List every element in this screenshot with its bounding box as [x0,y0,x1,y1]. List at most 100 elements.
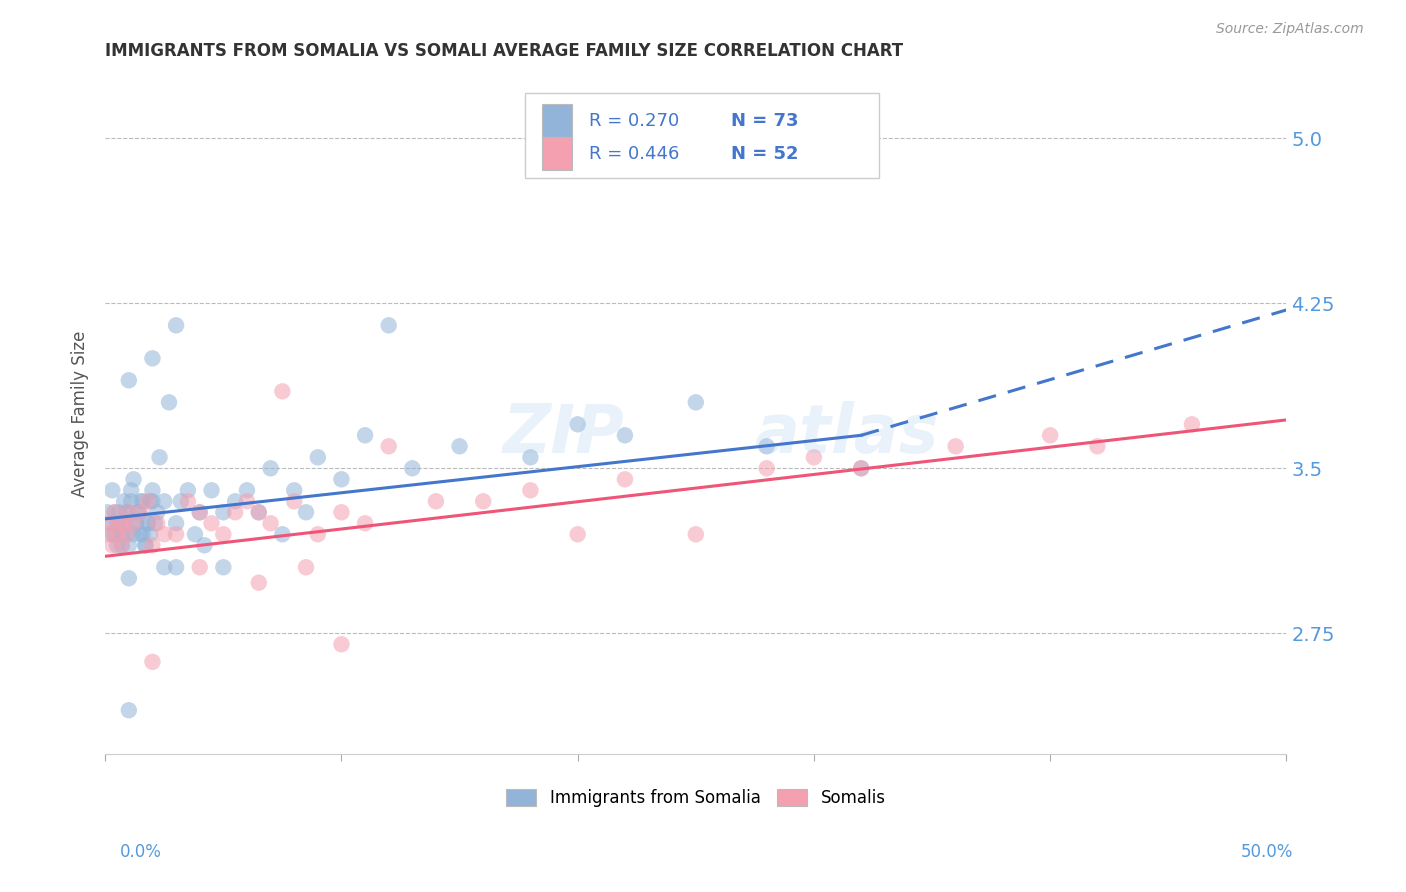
Point [97,505,120,519]
Point [271,384,294,399]
Point [567,527,589,541]
Point [212,505,235,519]
Point [200,516,222,531]
Point [613,428,636,442]
Point [354,516,377,531]
Point [115,505,138,519]
Point [283,494,305,508]
Point [127,505,149,519]
Point [354,428,377,442]
Point [146,505,169,519]
Point [247,575,270,590]
Point [112,516,135,531]
Point [849,461,872,475]
Point [224,494,246,508]
Point [139,527,162,541]
Point [115,527,138,541]
Point [259,516,281,531]
Point [139,494,162,508]
Point [170,494,193,508]
Point [136,494,159,508]
FancyBboxPatch shape [524,93,879,178]
Point [134,538,156,552]
Point [188,505,211,519]
Point [425,494,447,508]
Point [108,505,131,519]
Point [104,505,127,519]
Point [377,318,399,333]
Point [101,538,124,552]
Point [330,637,353,651]
Point [136,516,159,531]
Point [120,483,142,498]
Point [129,527,152,541]
Point [104,527,127,541]
Point [108,516,131,531]
Point [295,560,318,574]
Point [141,538,163,552]
Point [1181,417,1204,432]
Point [212,560,235,574]
Point [283,483,305,498]
Point [165,560,187,574]
Point [307,527,329,541]
Point [236,483,259,498]
Point [224,505,246,519]
Point [111,538,134,552]
Point [945,439,967,453]
Text: N = 52: N = 52 [731,145,799,162]
Point [143,516,166,531]
Point [111,538,134,552]
Point [97,527,120,541]
Point [519,483,541,498]
Point [177,483,200,498]
Point [803,450,825,465]
Point [112,516,135,531]
Point [98,516,121,531]
Point [259,461,281,475]
Point [188,505,211,519]
Point [132,494,155,508]
Point [193,538,215,552]
Text: 50.0%: 50.0% [1241,843,1294,861]
Point [685,527,707,541]
Point [177,494,200,508]
Point [148,450,170,465]
Point [472,494,495,508]
Point [118,703,141,717]
Point [184,527,207,541]
Point [307,450,329,465]
Point [153,527,176,541]
Text: ZIP: ZIP [503,401,624,467]
Point [157,395,180,409]
Point [330,505,353,519]
Point [755,461,778,475]
Point [165,516,187,531]
Point [153,494,176,508]
Point [165,318,187,333]
Point [153,560,176,574]
Point [129,494,152,508]
Point [115,527,138,541]
Point [122,527,145,541]
Point [330,472,353,486]
Point [104,505,127,519]
Point [118,505,141,519]
Point [685,395,707,409]
Point [271,527,294,541]
Legend: Immigrants from Somalia, Somalis: Immigrants from Somalia, Somalis [499,782,891,814]
Point [141,351,163,366]
Point [118,373,141,387]
Point [101,483,124,498]
Point [105,538,128,552]
Text: atlas: atlas [755,401,939,467]
Point [112,494,135,508]
Point [849,461,872,475]
Point [519,450,541,465]
Point [118,505,141,519]
FancyBboxPatch shape [543,104,572,137]
Point [165,527,187,541]
Text: N = 73: N = 73 [731,112,799,130]
Text: R = 0.446: R = 0.446 [589,145,681,162]
Point [122,516,145,531]
